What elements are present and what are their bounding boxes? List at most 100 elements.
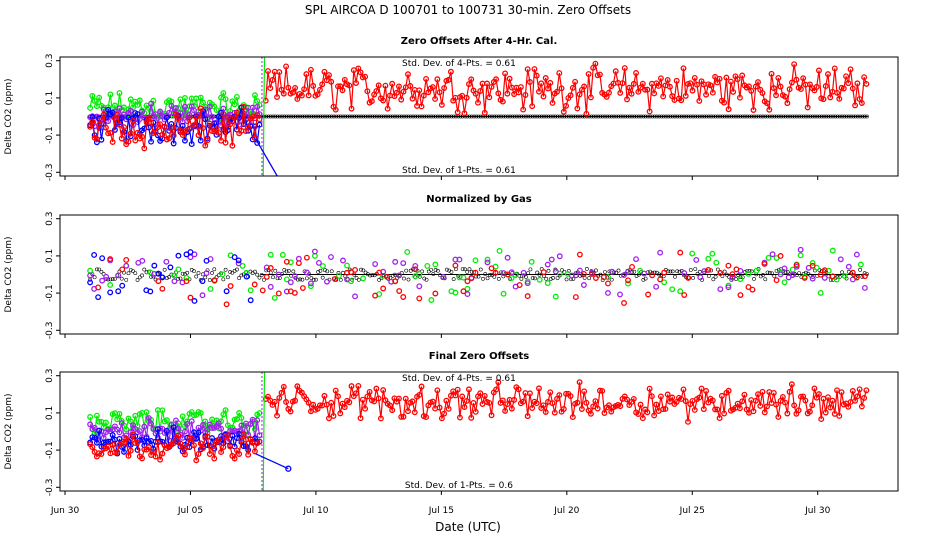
reference-point bbox=[417, 274, 422, 279]
data-point bbox=[753, 267, 760, 274]
data-point bbox=[811, 385, 818, 392]
data-point bbox=[809, 260, 816, 266]
data-point bbox=[116, 90, 123, 97]
data-point bbox=[159, 407, 166, 414]
data-point bbox=[520, 106, 527, 113]
data-point bbox=[526, 390, 533, 397]
data-point bbox=[396, 83, 402, 90]
data-point bbox=[766, 106, 773, 113]
data-point bbox=[157, 121, 164, 128]
data-point bbox=[733, 266, 740, 273]
data-point bbox=[472, 408, 479, 415]
data-point bbox=[536, 385, 542, 392]
data-point bbox=[680, 386, 687, 393]
data-point bbox=[316, 86, 323, 93]
data-point bbox=[524, 293, 531, 300]
data-point bbox=[251, 134, 258, 141]
data-point bbox=[784, 410, 791, 417]
data-point bbox=[307, 283, 314, 290]
data-point bbox=[166, 135, 173, 142]
data-point bbox=[220, 90, 227, 97]
data-point bbox=[845, 403, 852, 410]
data-point bbox=[488, 83, 495, 90]
data-point bbox=[689, 87, 696, 94]
reference-point bbox=[262, 277, 266, 282]
panel-frame bbox=[59, 371, 899, 492]
data-point bbox=[837, 256, 844, 263]
reference-point bbox=[429, 267, 433, 272]
data-point bbox=[549, 400, 556, 407]
data-point bbox=[717, 270, 724, 277]
reference-point bbox=[196, 271, 201, 275]
data-point bbox=[529, 103, 536, 110]
data-point bbox=[159, 274, 166, 281]
data-point bbox=[303, 254, 310, 261]
data-point bbox=[736, 94, 743, 101]
reference-point bbox=[180, 271, 185, 276]
data-point bbox=[170, 132, 177, 139]
data-point bbox=[782, 93, 789, 100]
reference-point bbox=[230, 270, 235, 275]
data-point bbox=[188, 418, 195, 425]
data-point bbox=[512, 272, 519, 278]
data-point bbox=[184, 444, 191, 450]
reference-point bbox=[722, 269, 727, 274]
data-point bbox=[168, 124, 175, 131]
data-point bbox=[145, 444, 152, 451]
data-point bbox=[139, 257, 146, 264]
series-blue bbox=[87, 249, 254, 304]
data-point bbox=[319, 263, 326, 269]
data-point bbox=[380, 387, 387, 394]
reference-point bbox=[544, 276, 549, 281]
data-point bbox=[789, 272, 796, 278]
data-point bbox=[853, 274, 860, 281]
data-point bbox=[348, 105, 355, 112]
data-point bbox=[746, 83, 752, 90]
data-point bbox=[396, 395, 402, 402]
data-point bbox=[466, 81, 472, 88]
data-point bbox=[786, 86, 793, 93]
data-point bbox=[646, 385, 653, 392]
data-point bbox=[111, 449, 118, 456]
reference-point bbox=[763, 277, 768, 282]
data-point bbox=[635, 411, 642, 417]
data-point bbox=[315, 259, 322, 266]
data-point bbox=[644, 409, 651, 416]
data-point bbox=[372, 261, 379, 267]
data-point bbox=[495, 90, 502, 97]
data-point bbox=[697, 274, 704, 281]
data-point bbox=[456, 414, 463, 421]
data-point bbox=[542, 75, 549, 81]
data-point bbox=[405, 71, 411, 78]
data-point bbox=[215, 130, 222, 136]
data-point bbox=[698, 385, 705, 392]
data-point bbox=[470, 400, 477, 406]
data-point bbox=[833, 276, 840, 283]
data-point bbox=[845, 80, 852, 87]
data-point bbox=[222, 407, 229, 414]
data-point bbox=[576, 379, 583, 386]
data-point bbox=[151, 262, 158, 269]
data-point bbox=[660, 406, 667, 413]
data-point bbox=[416, 87, 423, 94]
data-point bbox=[542, 409, 549, 416]
data-point bbox=[504, 271, 511, 278]
data-point bbox=[464, 291, 471, 298]
data-point bbox=[508, 275, 515, 281]
data-point bbox=[332, 106, 339, 113]
data-point bbox=[132, 137, 139, 144]
data-point bbox=[460, 288, 467, 295]
reference-point bbox=[142, 267, 147, 272]
data-point bbox=[572, 294, 579, 301]
reference-point bbox=[221, 277, 226, 282]
data-point bbox=[459, 92, 466, 99]
data-point bbox=[139, 108, 145, 115]
reference-point bbox=[496, 276, 501, 281]
data-point bbox=[186, 114, 193, 121]
data-point bbox=[429, 398, 436, 405]
reference-point bbox=[463, 267, 467, 272]
data-point bbox=[806, 408, 813, 415]
data-point bbox=[737, 276, 744, 283]
reference-point bbox=[185, 270, 190, 275]
data-point bbox=[93, 139, 100, 146]
